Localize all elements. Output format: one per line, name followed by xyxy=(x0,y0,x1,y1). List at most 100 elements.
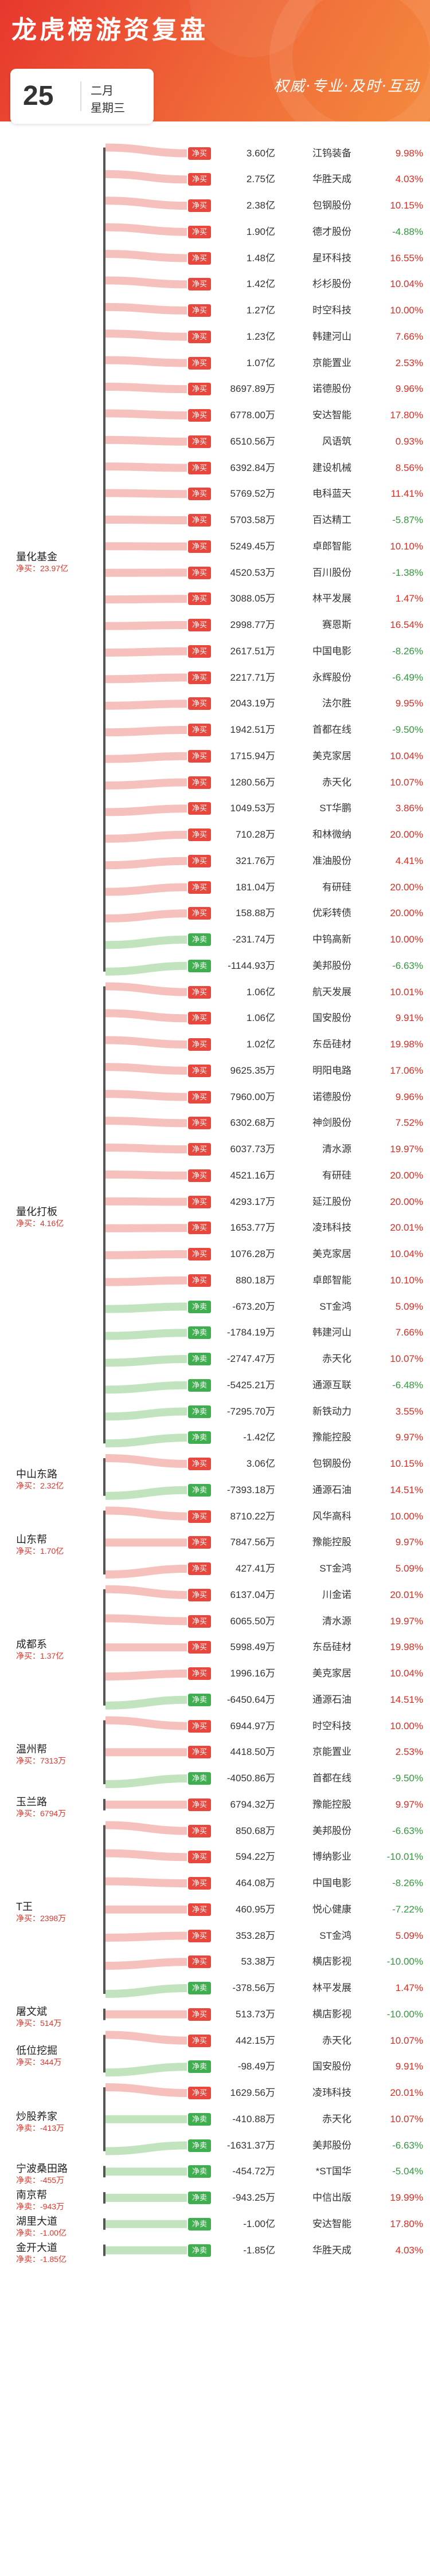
change-percent: -1.38% xyxy=(392,567,423,578)
stock-name[interactable]: 卓郎智能 xyxy=(312,1274,351,1286)
stock-name[interactable]: 国安股份 xyxy=(312,1012,351,1024)
stock-name[interactable]: 包钢股份 xyxy=(312,1458,351,1469)
stock-name[interactable]: 赤天化 xyxy=(322,2113,351,2125)
stock-name[interactable]: 准油股份 xyxy=(312,855,351,866)
stock-name[interactable]: 林平发展 xyxy=(312,1982,351,1993)
net-buy-badge: 净买 xyxy=(188,2008,211,2021)
stock-name[interactable]: 中国电影 xyxy=(312,645,351,657)
stock-name[interactable]: 京能置业 xyxy=(312,1746,351,1758)
stock-name[interactable]: 江钨装备 xyxy=(312,147,351,159)
group-name: 南京帮 xyxy=(16,2189,47,2201)
stock-name[interactable]: 美克家居 xyxy=(312,1668,351,1679)
stock-name[interactable]: 诺德股份 xyxy=(312,383,351,395)
stock-name[interactable]: 东岳硅材 xyxy=(312,1039,351,1050)
stock-name[interactable]: 诺德股份 xyxy=(312,1091,351,1102)
stock-name[interactable]: 横店影视 xyxy=(312,2008,351,2020)
stock-name[interactable]: 安达智能 xyxy=(312,410,351,421)
trade-amount: 2.38亿 xyxy=(246,200,275,211)
group-name: 温州帮 xyxy=(16,1743,47,1756)
stock-name[interactable]: 有研硅 xyxy=(322,881,351,893)
stock-name[interactable]: 延江股份 xyxy=(312,1196,351,1207)
stock-name[interactable]: 华胜天成 xyxy=(312,174,351,185)
stock-name[interactable]: 时空科技 xyxy=(312,305,351,316)
stock-name[interactable]: 赤天化 xyxy=(322,1353,351,1364)
stock-name[interactable]: 通源石油 xyxy=(312,1694,351,1705)
stock-name[interactable]: 德才股份 xyxy=(312,226,351,237)
stock-name[interactable]: 林平发展 xyxy=(312,593,351,604)
stock-name[interactable]: ST金鸿 xyxy=(319,1930,351,1941)
stock-name[interactable]: 杉杉股份 xyxy=(312,278,351,290)
buy-flow-link xyxy=(105,1565,187,1578)
stock-name[interactable]: 电科蓝天 xyxy=(312,488,351,500)
stock-name[interactable]: 法尔胜 xyxy=(322,698,351,709)
stock-name[interactable]: 赤天化 xyxy=(322,2035,351,2046)
change-percent: 9.91% xyxy=(395,2061,423,2072)
stock-name[interactable]: 美克家居 xyxy=(312,1248,351,1259)
stock-name[interactable]: 悦心健康 xyxy=(312,1903,351,1915)
net-buy-badge: 净买 xyxy=(188,1458,211,1470)
stock-name[interactable]: 建设机械 xyxy=(312,462,351,473)
change-percent: 11.41% xyxy=(390,488,423,500)
stock-name[interactable]: 明阳电路 xyxy=(312,1065,351,1076)
stock-name[interactable]: 中信出版 xyxy=(312,2192,351,2203)
stock-name[interactable]: 美克家居 xyxy=(312,750,351,761)
stock-name[interactable]: 和林微纳 xyxy=(312,829,351,840)
stock-name[interactable]: 有研硅 xyxy=(322,1169,351,1181)
stock-name[interactable]: 优彩转债 xyxy=(312,908,351,919)
stock-name[interactable]: 永辉股份 xyxy=(312,672,351,683)
stock-name[interactable]: 百达精工 xyxy=(312,515,351,525)
stock-name[interactable]: 中国电影 xyxy=(312,1878,351,1888)
stock-name[interactable]: 风华高科 xyxy=(312,1510,351,1522)
stock-name[interactable]: 美邦股份 xyxy=(312,1825,351,1836)
trade-amount: -98.49万 xyxy=(237,2061,275,2072)
stock-name[interactable]: 横店影视 xyxy=(312,1956,351,1968)
stock-name[interactable]: 通源互联 xyxy=(312,1379,351,1391)
stock-name[interactable]: 百川股份 xyxy=(312,567,351,578)
stock-name[interactable]: 卓郎智能 xyxy=(312,540,351,552)
stock-name[interactable]: 韩建河山 xyxy=(312,1327,351,1338)
stock-name[interactable]: 包钢股份 xyxy=(312,200,351,211)
stock-name[interactable]: ST华鹏 xyxy=(319,803,351,814)
stock-name[interactable]: 中钨高新 xyxy=(312,934,351,945)
stock-name[interactable]: 神剑股份 xyxy=(312,1117,351,1129)
stock-name[interactable]: 首都在线 xyxy=(312,724,351,735)
stock-name[interactable]: *ST国华 xyxy=(315,2166,351,2177)
buy-flow-link xyxy=(105,1905,187,1914)
stock-name[interactable]: 首都在线 xyxy=(312,1773,351,1784)
stock-name[interactable]: 清水源 xyxy=(322,1615,351,1627)
stock-name[interactable]: 韩建河山 xyxy=(312,331,351,342)
stock-name[interactable]: 京能置业 xyxy=(312,357,351,368)
stock-name[interactable]: 国安股份 xyxy=(312,2061,351,2072)
stock-name[interactable]: 豫能控股 xyxy=(312,1432,351,1443)
net-buy-badge: 净买 xyxy=(188,409,211,422)
trade-amount: 3088.05万 xyxy=(230,593,275,604)
stock-name[interactable]: 凌玮科技 xyxy=(312,2087,351,2098)
stock-name[interactable]: 安达智能 xyxy=(312,2218,351,2229)
stock-name[interactable]: 川金诺 xyxy=(322,1589,351,1600)
stock-name[interactable]: 新铁动力 xyxy=(312,1405,351,1417)
stock-name[interactable]: 华胜天成 xyxy=(312,2244,351,2256)
stock-name[interactable]: 豫能控股 xyxy=(312,1537,351,1548)
stock-name[interactable]: 东岳硅材 xyxy=(312,1642,351,1653)
stock-name[interactable]: ST金鸿 xyxy=(319,1563,351,1574)
stock-name[interactable]: 风语筑 xyxy=(322,435,351,447)
stock-name[interactable]: 通源石油 xyxy=(312,1484,351,1495)
stock-name[interactable]: 赛恩斯 xyxy=(322,619,351,630)
group-bar xyxy=(103,2008,105,2020)
buy-flow-link xyxy=(105,595,187,604)
stock-name[interactable]: 凌玮科技 xyxy=(312,1222,351,1234)
stock-name[interactable]: 博纳影业 xyxy=(312,1851,351,1863)
sell-flow-link xyxy=(105,1302,187,1313)
stock-name[interactable]: 清水源 xyxy=(322,1144,351,1155)
change-percent: 19.97% xyxy=(390,1615,423,1627)
stock-name[interactable]: 美邦股份 xyxy=(312,960,351,971)
stock-name[interactable]: 航天发展 xyxy=(312,986,351,998)
stock-name[interactable]: 时空科技 xyxy=(312,1720,351,1731)
stock-name[interactable]: 美邦股份 xyxy=(312,2139,351,2151)
trade-amount: 1280.56万 xyxy=(230,776,275,788)
stock-name[interactable]: ST金鸿 xyxy=(319,1301,351,1312)
net-buy-badge: 净买 xyxy=(188,278,211,291)
stock-name[interactable]: 星环科技 xyxy=(312,252,351,264)
stock-name[interactable]: 赤天化 xyxy=(322,776,351,788)
stock-name[interactable]: 豫能控股 xyxy=(312,1799,351,1810)
